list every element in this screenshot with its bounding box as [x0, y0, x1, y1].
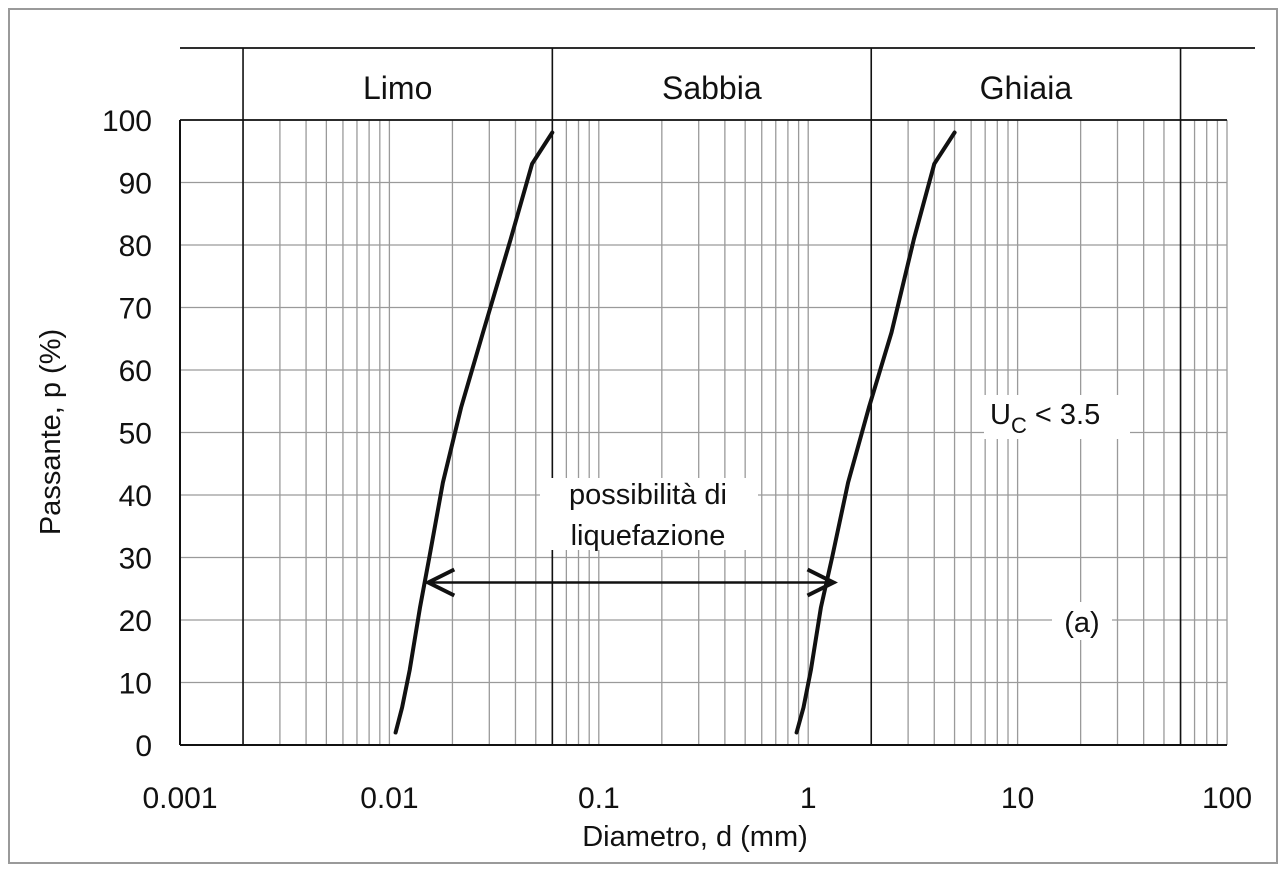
gradation-curve [393, 130, 555, 735]
liquefaction-label-line1: possibilità di [569, 479, 727, 511]
y-tick-label: 100 [102, 105, 152, 138]
y-tick-label: 10 [119, 668, 152, 701]
y-tick-label: 20 [119, 605, 152, 638]
x-tick-label: 0.001 [142, 782, 217, 815]
liquefaction-label-line2: liquefazione [571, 520, 726, 552]
panel-tag-background [1052, 602, 1112, 640]
soil-class-band: Limo Sabbia Ghiaia [180, 47, 1255, 745]
annotation-background [540, 478, 758, 550]
uc-main: U [990, 399, 1011, 431]
x-tick-label: 1 [800, 782, 817, 815]
x-axis-label: Diametro, d (mm) [582, 821, 808, 853]
y-tick-label: 90 [119, 168, 152, 201]
uc-rest: < 3.5 [1027, 399, 1100, 431]
y-tick-label: 40 [119, 480, 152, 513]
uc-label: UC < 3.5 [990, 399, 1100, 438]
y-tick-label: 0 [135, 730, 152, 763]
gradation-curve [794, 130, 957, 735]
x-tick-label: 0.1 [578, 782, 620, 815]
x-tick-label: 10 [1001, 782, 1034, 815]
x-tick-label: 100 [1202, 782, 1252, 815]
series-layer [393, 130, 957, 735]
soil-class-label: Ghiaia [980, 70, 1073, 106]
uc-subscript: C [1011, 413, 1027, 438]
y-axis-label: Passante, p (%) [35, 329, 67, 535]
panel-tag: (a) [1064, 607, 1099, 639]
y-tick-label: 50 [119, 418, 152, 451]
y-tick-label: 30 [119, 543, 152, 576]
y-tick-label: 60 [119, 355, 152, 388]
y-tick-label: 70 [119, 293, 152, 326]
y-tick-label: 80 [119, 230, 152, 263]
soil-class-label: Sabbia [662, 70, 762, 106]
soil-class-label: Limo [363, 70, 432, 106]
grid [179, 119, 1228, 746]
arrowhead-right [806, 567, 838, 598]
tick-labels: 0 10 20 30 40 50 60 70 80 90 100 0.001 0.01 0.1 1 10 100 [102, 105, 1252, 815]
x-tick-label: 0.01 [360, 782, 418, 815]
arrowhead-left [423, 567, 456, 598]
uc-label-background [984, 395, 1130, 439]
